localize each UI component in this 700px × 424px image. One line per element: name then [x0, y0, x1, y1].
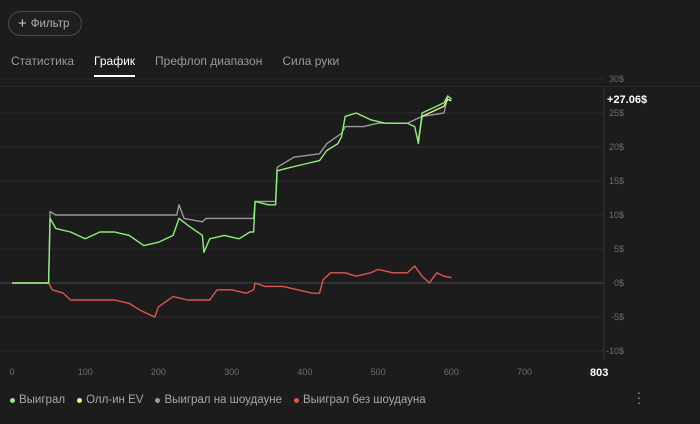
y-tick-label: 10$ — [609, 210, 624, 220]
y-tick-label: 20$ — [609, 142, 624, 152]
y-tick-label: -5$ — [611, 312, 624, 322]
y-tick-label: 25$ — [609, 108, 624, 118]
y-tick-label: -10$ — [606, 346, 624, 356]
final-value-label: +27.06$ — [607, 94, 647, 106]
x-tick-label: 200 — [151, 367, 166, 377]
series-line-1 — [417, 98, 452, 141]
chart-legend: Выиграл Олл-ин EV Выиграл на шоудауне Вы… — [10, 394, 426, 406]
x-tick-label: 300 — [224, 367, 239, 377]
tab-preflop-range[interactable]: Префлоп диапазон — [155, 54, 263, 68]
legend-label: Выиграл — [19, 394, 66, 406]
legend-label: Олл-ин EV — [86, 394, 144, 406]
y-tick-label: 0$ — [614, 278, 624, 288]
legend-dot — [10, 397, 15, 403]
chart-grid — [0, 78, 605, 360]
tab-hand-strength[interactable]: Сила руки — [282, 54, 340, 68]
legend-item-allin-ev[interactable]: Олл-ин EV — [77, 394, 143, 406]
y-axis: 30$ 25$ 20$ 15$ 10$ 5$ 0$ -5$ -10$ — [606, 74, 624, 356]
chart-lines — [12, 95, 452, 318]
legend-item-non-showdown[interactable]: Выиграл без шоудауна — [293, 394, 426, 406]
series-line-3 — [12, 265, 452, 318]
x-axis: 0 100 200 300 400 500 600 700 — [9, 367, 532, 377]
x-tick-label: 600 — [444, 367, 459, 377]
plus-icon: + — [18, 14, 27, 32]
last-x-label: 803 — [590, 367, 608, 379]
y-tick-label: 30$ — [609, 74, 624, 84]
tab-bar: Статистика График Префлоп диапазон Сила … — [11, 54, 339, 77]
x-tick-label: 0 — [9, 367, 14, 377]
legend-label: Выиграл на шоудауне — [164, 394, 282, 406]
tab-graph[interactable]: График — [94, 54, 136, 77]
series-line-2 — [12, 95, 452, 284]
tab-divider — [0, 86, 700, 87]
filter-button[interactable]: + Фильтр — [8, 11, 83, 36]
x-tick-label: 500 — [371, 367, 386, 377]
legend-label: Выиграл без шоудауна — [302, 394, 426, 406]
x-tick-label: 100 — [78, 367, 93, 377]
tab-statistics[interactable]: Статистика — [11, 54, 75, 68]
y-tick-label: 15$ — [609, 176, 624, 186]
x-tick-label: 700 — [517, 367, 532, 377]
legend-dot — [77, 397, 83, 403]
x-tick-label: 400 — [297, 367, 312, 377]
more-vertical-icon[interactable]: · · · — [636, 384, 642, 410]
legend-item-won[interactable]: Выиграл — [10, 394, 65, 406]
legend-item-showdown[interactable]: Выиграл на шоудауне — [155, 394, 282, 406]
legend-dot — [293, 397, 299, 403]
y-tick-label: 5$ — [614, 244, 624, 254]
series-line-0 — [12, 95, 452, 284]
filter-label: Фильтр — [30, 17, 70, 30]
legend-dot — [155, 397, 161, 403]
